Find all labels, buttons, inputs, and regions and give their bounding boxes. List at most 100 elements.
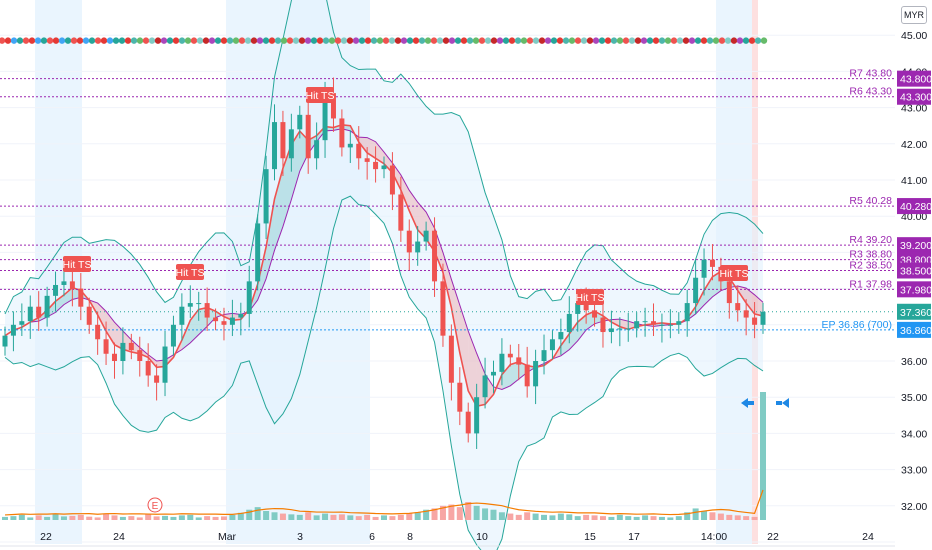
ma-fill (754, 294, 763, 317)
candle-body (238, 313, 244, 318)
signal-dot (550, 37, 558, 44)
band-upper (4, 0, 764, 315)
level-price-label: 39.200 (900, 240, 932, 252)
signal-dot (682, 37, 690, 44)
volume-bar (322, 513, 329, 520)
volume-bar (498, 512, 505, 520)
volume-bar (128, 516, 135, 520)
candle-body (288, 129, 294, 159)
candle-body (95, 324, 101, 340)
candle-body (162, 346, 168, 383)
signal-dot (106, 37, 114, 44)
signal-dots-row (0, 37, 768, 44)
volume-bar (263, 511, 270, 520)
signal-dot (520, 37, 528, 44)
volume-bar (237, 512, 244, 520)
signal-dot (424, 37, 432, 44)
signal-dot (100, 37, 108, 44)
event-marker-icon (147, 497, 163, 513)
signal-dot (364, 37, 372, 44)
signal-dot (646, 37, 654, 44)
volume-bar (726, 514, 733, 520)
volume-bar (667, 517, 674, 520)
signal-dot (58, 37, 66, 44)
candle-body (709, 259, 715, 267)
time-tick: 14:00 (701, 531, 727, 543)
hit-ts-label: Hit TS (306, 90, 335, 102)
price-tick: 43.00 (901, 103, 927, 115)
entry-price-tag (897, 321, 931, 338)
time-tick: 8 (407, 531, 413, 543)
ma-fill (442, 252, 452, 308)
candle-body (86, 306, 92, 325)
ma-fill (451, 279, 460, 353)
signal-dot (94, 37, 102, 44)
volume-bar (187, 514, 194, 520)
signal-dot (46, 37, 54, 44)
candle-body (179, 306, 185, 325)
candle-body (625, 328, 631, 330)
signal-dot (436, 37, 444, 44)
signal-dot (598, 37, 606, 44)
signal-dot (262, 37, 270, 44)
signal-dot (286, 37, 294, 44)
signal-dot (34, 37, 42, 44)
candle-body (246, 281, 252, 314)
band-lower (4, 195, 764, 550)
signal-dot (298, 37, 306, 44)
volume-bar (557, 513, 564, 520)
signal-dot (334, 37, 342, 44)
volume-bar (541, 514, 548, 520)
time-tick: 6 (369, 531, 375, 543)
volume-bar (347, 515, 354, 520)
volume-bar (136, 517, 143, 520)
last-price-tag (897, 303, 931, 320)
candle-body (541, 350, 547, 361)
level-label: R4 39.20 (849, 234, 892, 246)
volume-bar (743, 516, 750, 520)
candle-body (676, 321, 682, 325)
volume-ma-line (4, 489, 764, 516)
candle-body (128, 342, 134, 351)
volume-bar (204, 516, 211, 520)
signal-dot (418, 37, 426, 44)
signal-dot (184, 37, 192, 44)
signal-dot (670, 37, 678, 44)
hit-ts-tag (63, 256, 91, 272)
candle-body (356, 143, 362, 159)
candle-body (575, 303, 581, 314)
ma-fill (181, 320, 191, 350)
level-price-tag (897, 70, 931, 87)
price-axis[interactable]: 32.0033.0034.0035.0036.0037.0038.0039.00… (895, 0, 932, 550)
signal-dot (292, 37, 300, 44)
volume-bar (355, 516, 362, 520)
volume-bar (456, 507, 463, 520)
signal-dot (658, 37, 666, 44)
time-tick: 22 (767, 531, 779, 543)
volume-bar (751, 516, 758, 520)
hit-ts-tag (176, 264, 204, 280)
volume-bar (170, 516, 177, 520)
volume-bar (381, 515, 387, 520)
ma-fill (266, 199, 275, 279)
volume-bar (18, 514, 25, 520)
signal-dot (472, 37, 480, 44)
candle-body (27, 306, 33, 322)
volume-bar (229, 514, 236, 520)
candle-body (204, 303, 210, 318)
signal-dot (532, 37, 540, 44)
hit-ts-label: Hit TS (63, 259, 92, 271)
arrow-right-icon (748, 401, 754, 405)
hit-ts-tag (720, 265, 748, 281)
candle-body (229, 317, 235, 325)
time-tick: 24 (862, 531, 874, 543)
ma-fill (695, 290, 705, 314)
volume-bar (431, 508, 438, 520)
volume-bar (10, 516, 17, 520)
signal-dot (562, 37, 570, 44)
currency-label[interactable]: MYR (901, 6, 927, 24)
candle-body (448, 335, 454, 383)
volume-bar (178, 515, 185, 520)
time-axis[interactable]: 22 24 Mar 3 6 8 10 15 17 14:00 22 24 (0, 531, 895, 547)
